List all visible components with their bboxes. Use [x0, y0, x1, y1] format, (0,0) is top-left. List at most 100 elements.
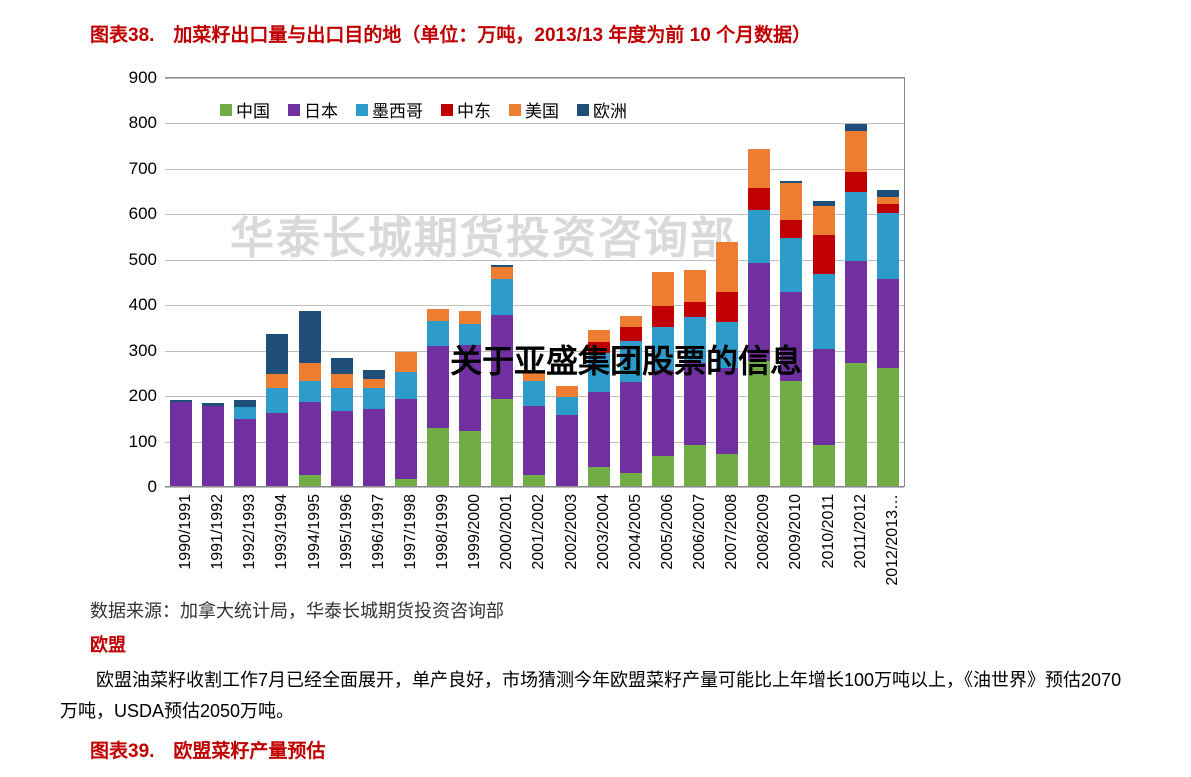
bar-column: 1992/1993 [234, 400, 256, 486]
bar-segment [363, 379, 385, 388]
bar-segment [427, 321, 449, 346]
bar-segment [716, 242, 738, 292]
bar-segment [780, 381, 802, 486]
bar-segment [877, 279, 899, 368]
bar-segment [780, 238, 802, 293]
bar-column: 2011/2012 [845, 124, 867, 486]
legend-label: 欧洲 [593, 97, 627, 122]
bar-column: 2008/2009 [748, 149, 770, 486]
x-tick-label: 1993/1994 [273, 494, 291, 570]
bar-segment [395, 399, 417, 479]
x-tick-label: 2008/2009 [755, 494, 773, 570]
bar-segment [331, 358, 353, 374]
bar-segment [523, 381, 545, 406]
y-tick-label: 900 [129, 68, 157, 88]
bar-segment [845, 192, 867, 260]
bar-column: 2009/2010 [780, 181, 802, 486]
bar-segment [877, 368, 899, 486]
section-heading-eu: 欧盟 [90, 631, 1131, 657]
bar-column: 1995/1996 [331, 358, 353, 486]
bar-column: 2012/2013… [877, 190, 899, 486]
x-tick-label: 1998/1999 [434, 494, 452, 570]
bar-segment [748, 188, 770, 211]
y-tick-label: 700 [129, 159, 157, 179]
bar-segment [684, 445, 706, 486]
bar-column: 1996/1997 [363, 370, 385, 486]
bar-segment [395, 479, 417, 486]
bar-segment [813, 349, 835, 445]
bar-column: 1990/1991 [170, 400, 192, 486]
bar-segment [266, 413, 288, 486]
bar-column: 2001/2002 [523, 372, 545, 486]
bar-segment [877, 213, 899, 279]
bar-segment [331, 374, 353, 388]
x-tick-label: 2003/2004 [595, 494, 613, 570]
bar-column: 2010/2011 [813, 201, 835, 486]
bar-segment [813, 445, 835, 486]
legend-label: 墨西哥 [372, 97, 423, 122]
bar-segment [202, 406, 224, 486]
bar-segment [716, 292, 738, 322]
bar-segment [813, 235, 835, 274]
x-tick-label: 2006/2007 [691, 494, 709, 570]
bar-segment [363, 370, 385, 379]
bar-segment [331, 388, 353, 411]
y-tick-label: 800 [129, 113, 157, 133]
bar-segment [491, 399, 513, 486]
bar-segment [588, 392, 610, 467]
y-tick-label: 300 [129, 341, 157, 361]
bar-segment [813, 274, 835, 349]
legend-label: 中国 [236, 97, 270, 122]
y-tick-label: 0 [148, 477, 157, 497]
bar-segment [845, 363, 867, 486]
x-tick-label: 2001/2002 [530, 494, 548, 570]
legend: 中国日本 墨西哥 中东 美国 欧洲 [220, 97, 627, 122]
bar-segment [299, 363, 321, 381]
x-tick-label: 2011/2012 [852, 494, 870, 568]
chart-title-39: 图表39. 欧盟菜籽产量预估 [90, 736, 1131, 763]
bar-segment [523, 475, 545, 486]
x-tick-label: 1996/1997 [370, 494, 388, 570]
bar-column: 1991/1992 [202, 403, 224, 486]
bar-segment [299, 311, 321, 363]
legend-label: 美国 [525, 97, 559, 122]
bar-segment [748, 210, 770, 262]
x-tick-label: 1992/1993 [241, 494, 259, 570]
y-tick-label: 100 [129, 432, 157, 452]
legend-swatch [220, 104, 232, 116]
legend-item: 中东 [441, 97, 491, 122]
bar-segment [331, 411, 353, 486]
legend-item: 日本 [288, 97, 338, 122]
data-source: 数据来源：加拿大统计局，华泰长城期货投资咨询部 [90, 597, 1131, 623]
legend-label: 中东 [457, 97, 491, 122]
bar-segment [459, 431, 481, 486]
chart-38-area: 华泰长城期货投资咨询部 1990/19911991/19921992/19931… [90, 57, 960, 577]
bar-segment [716, 454, 738, 486]
x-tick-label: 1995/1996 [338, 494, 356, 570]
bar-column: 2002/2003 [556, 386, 578, 486]
x-tick-label: 1997/1998 [402, 494, 420, 570]
bar-segment [395, 372, 417, 399]
bar-segment [652, 456, 674, 486]
bar-segment [266, 388, 288, 413]
legend-item: 美国 [509, 97, 559, 122]
x-tick-label: 1994/1995 [306, 494, 324, 570]
bar-column: 1997/1998 [395, 352, 417, 486]
bar-segment [491, 267, 513, 278]
bar-segment [556, 397, 578, 415]
bar-segment [459, 311, 481, 325]
bar-segment [299, 402, 321, 475]
bar-segment [845, 131, 867, 172]
y-tick-label: 600 [129, 204, 157, 224]
bar-segment [684, 302, 706, 318]
bar-column: 1993/1994 [266, 334, 288, 486]
bar-segment [877, 197, 899, 204]
x-tick-label: 2012/2013… [884, 494, 902, 586]
bar-segment [845, 172, 867, 193]
x-tick-label: 1999/2000 [466, 494, 484, 570]
bar-segment [556, 386, 578, 397]
bar-segment [491, 279, 513, 315]
bar-segment [266, 334, 288, 374]
bar-segment [234, 419, 256, 486]
legend-item: 中国 [220, 97, 270, 122]
